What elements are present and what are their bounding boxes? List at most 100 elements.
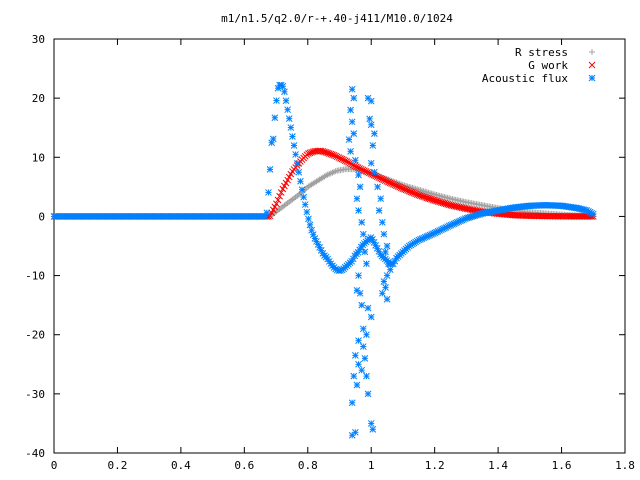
data-point	[385, 260, 393, 268]
data-point	[575, 213, 583, 220]
data-point	[359, 325, 367, 333]
x-tick-label: 1.4	[488, 459, 508, 472]
legend-label: G work	[528, 59, 568, 72]
data-point	[282, 97, 290, 105]
data-point	[359, 343, 367, 350]
x-tick-label: 0.4	[171, 459, 191, 472]
y-tick-label: -10	[25, 270, 45, 283]
data-point	[364, 304, 372, 312]
data-point	[350, 94, 358, 102]
data-point	[273, 200, 280, 208]
data-point	[543, 212, 551, 220]
data-point	[551, 212, 559, 220]
data-point	[337, 154, 344, 162]
data-point	[292, 151, 299, 158]
data-point	[378, 289, 386, 297]
data-point	[573, 213, 581, 220]
data-point	[355, 171, 362, 179]
data-point	[570, 213, 578, 220]
data-point	[348, 118, 356, 126]
data-point	[380, 278, 388, 285]
data-point	[538, 212, 546, 220]
data-point	[367, 159, 375, 167]
data-point	[290, 142, 298, 149]
x-tick-label: 0	[51, 459, 58, 472]
data-point	[266, 166, 274, 173]
data-point	[562, 212, 570, 220]
data-point	[373, 173, 381, 181]
legend-marker	[588, 61, 596, 69]
data-point	[565, 212, 573, 220]
data-point	[546, 212, 554, 220]
data-point	[367, 420, 375, 427]
data-point	[358, 301, 366, 309]
data-point	[285, 115, 293, 122]
data-point	[540, 212, 548, 220]
series-g-work	[50, 147, 597, 220]
data-point	[361, 355, 369, 362]
data-point	[366, 115, 373, 123]
data-point	[554, 212, 562, 220]
data-point	[386, 266, 394, 274]
data-point	[352, 352, 359, 359]
data-point	[348, 431, 356, 439]
data-point	[347, 148, 354, 155]
data-point	[273, 97, 280, 104]
data-point	[356, 183, 364, 191]
data-point	[374, 183, 381, 191]
data-point	[383, 295, 391, 303]
series-layer	[50, 81, 597, 439]
data-point	[569, 212, 576, 220]
legend-marker	[589, 49, 595, 55]
data-point	[298, 186, 306, 194]
data-point	[289, 133, 296, 140]
data-point	[537, 212, 544, 220]
data-point	[559, 212, 567, 220]
x-tick-label: 1.2	[425, 459, 445, 472]
x-tick-label: 1.6	[552, 459, 572, 472]
data-point	[287, 124, 295, 131]
data-point	[533, 212, 541, 220]
data-point	[553, 212, 560, 220]
y-tick-label: 0	[38, 210, 45, 223]
data-point	[363, 331, 370, 339]
legend-label: R stress	[515, 46, 568, 59]
data-point	[377, 174, 384, 182]
data-point	[353, 381, 361, 389]
data-point	[350, 372, 358, 380]
data-point	[361, 248, 369, 256]
data-point	[341, 157, 349, 165]
data-point	[263, 209, 271, 217]
y-tick-label: 10	[32, 151, 45, 164]
data-point	[564, 212, 572, 220]
data-point	[271, 114, 279, 122]
data-point	[583, 213, 591, 220]
data-point	[300, 193, 307, 201]
data-point	[589, 210, 597, 218]
data-point	[355, 360, 362, 368]
data-point	[557, 212, 565, 220]
data-point	[281, 88, 288, 96]
data-point	[297, 177, 304, 185]
data-point	[371, 168, 378, 176]
x-tick-label: 0.6	[234, 459, 254, 472]
data-point	[530, 212, 538, 220]
data-point	[541, 212, 549, 220]
data-point	[301, 201, 309, 208]
data-point	[356, 289, 364, 297]
legend-marker	[588, 74, 596, 82]
data-point	[545, 212, 552, 220]
y-tick-label: -20	[25, 329, 45, 342]
chart-title: m1/n1.5/q2.0/r-+.40-j411/M10.0/1024	[221, 12, 453, 25]
data-point	[276, 192, 283, 200]
data-point	[265, 189, 272, 196]
y-axis: 30 20 10 0 -10 -20 -30 -40	[25, 33, 625, 460]
data-point	[303, 208, 311, 216]
data-point	[382, 284, 389, 291]
data-point	[367, 121, 375, 129]
data-point	[383, 242, 391, 250]
y-tick-label: 20	[32, 92, 45, 105]
data-point	[378, 218, 386, 226]
